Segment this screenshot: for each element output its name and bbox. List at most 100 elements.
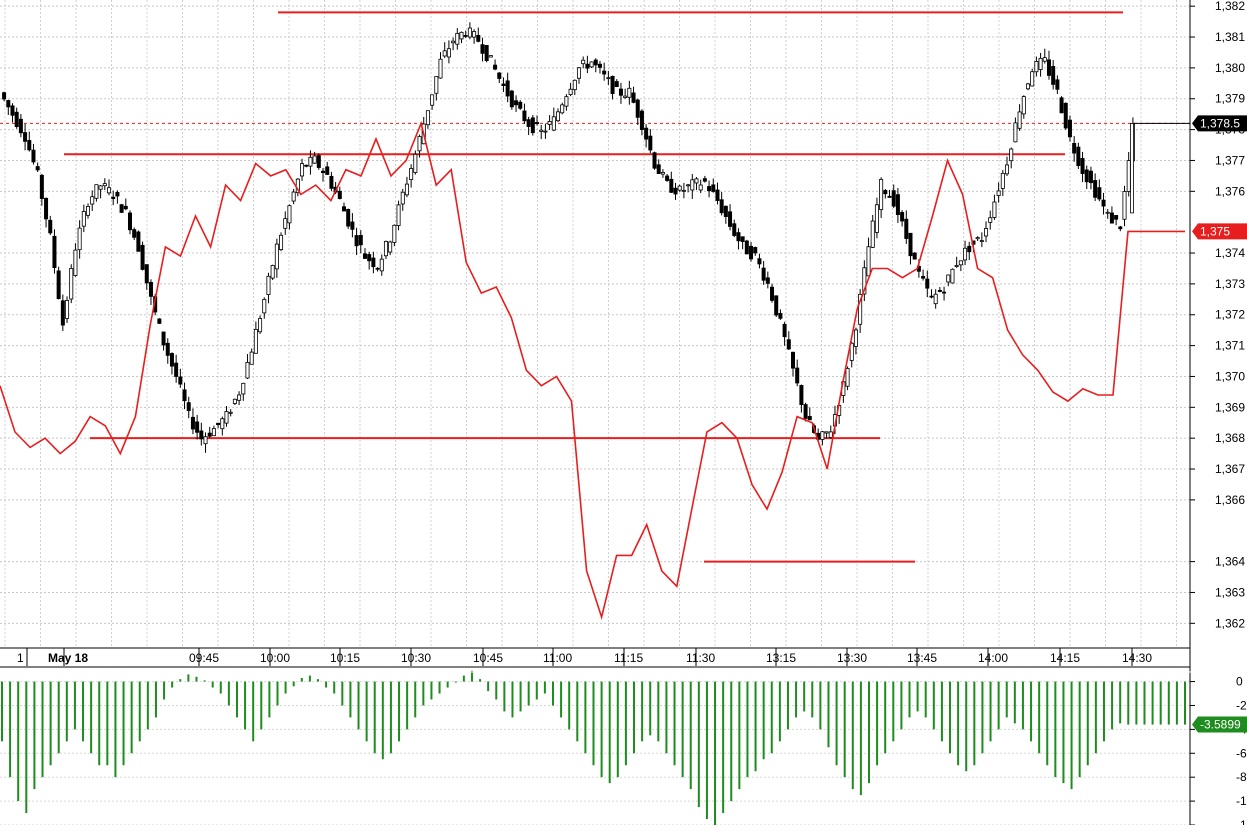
oscillator-bar [57,681,60,754]
candle-body [1063,102,1068,129]
candle-body [446,48,451,58]
candle-body [895,194,900,215]
price-tick-label: 1,380 [1215,61,1245,75]
candle-body [1005,164,1010,175]
price-tick-label: 1,364 [1215,555,1245,569]
candle-body [1038,57,1043,70]
candle-body [665,175,670,181]
candle-body [98,185,103,190]
price-tick-label: 1,372 [1215,308,1245,322]
last-value-tag-label: 1,378.5 [1200,116,1240,130]
candle-body [967,245,972,253]
price-tick-label: 1,370 [1215,369,1245,383]
candle-body [115,192,120,197]
candle-body [644,127,649,140]
candle-body [648,135,653,151]
secondary-series-line [0,120,1185,621]
candle-body [455,32,460,45]
candle-body [2,92,7,100]
candle-body [1009,148,1014,162]
candle-body [396,204,401,226]
candle-body [77,227,82,251]
oscillator-bar [17,681,20,802]
candle-body [73,249,78,276]
price-tick-label: 1,377 [1215,153,1245,167]
candle-body [639,110,644,130]
candle-body [597,63,602,68]
last-value-tag: 1,378.5 [1192,115,1247,132]
candle-body [946,274,951,283]
oscillator-bar [430,681,433,700]
candle-body [539,129,544,132]
candle-body [652,152,657,169]
candle-body [107,187,112,194]
oscillator-bar [138,681,141,742]
oscillator-bar [803,681,806,712]
oscillator-bar [649,681,652,736]
last-value-tag-bg [1192,223,1247,240]
oscillator-bar [317,679,320,682]
candle-body [14,111,19,127]
price-grid [0,0,1190,648]
oscillator-bar [608,681,611,784]
candle-body [853,329,858,347]
oscillator-bar [114,681,117,778]
candle-body [849,342,854,361]
candle-body [228,411,233,414]
oscillator-bar [1013,681,1016,724]
candle-body [556,111,561,122]
candle-body [1118,226,1123,230]
time-tick-label: 09:45 [189,651,219,665]
candle-body [656,164,661,174]
candle-body [283,218,288,229]
candle-body [933,293,938,305]
candle-body [782,323,787,338]
candle-body [744,240,749,255]
candle-body [132,229,137,238]
candle-body [606,77,611,80]
candle-body [950,268,955,284]
time-tick-label: 10:45 [473,651,503,665]
candle-body [1122,191,1127,220]
oscillator-bar [1086,681,1089,766]
candle-body [929,295,934,298]
price-tick-label: 1,374 [1215,246,1245,260]
candle-body [547,121,552,125]
candle-body [169,353,174,367]
candle-body [845,368,850,387]
candle-body [1055,79,1060,90]
candle-body [388,241,393,253]
oscillator-bar [584,681,587,754]
oscillator-bar [843,681,846,778]
price-tick-label: 1,363 [1215,585,1245,599]
oscillator-bar [1151,681,1154,725]
candle-body [954,265,959,267]
oscillator-bar [795,681,798,718]
candle-body [560,104,565,114]
candle-body [434,76,439,94]
oscillator-bar [762,681,765,760]
candle-body [740,236,745,242]
candle-body [791,351,796,369]
candle-body [90,196,95,205]
candle-body [493,64,498,70]
oscillator-bar [511,681,514,718]
oscillator-bar [341,681,344,706]
oscillator-bar [203,680,206,682]
oscillator-bar [90,681,93,754]
time-tick-label: 13:15 [766,651,796,665]
candle-body [321,170,326,173]
oscillator-bar [195,676,198,682]
candle-body [325,166,330,175]
candle-body [383,240,388,257]
candle-body [1072,142,1077,154]
candle-body [572,79,577,91]
oscillator-bar [1184,681,1186,725]
oscillator-bar [543,681,546,694]
candle-body [770,286,775,301]
oscillator-bar [300,677,303,682]
last-value-tag: 1,375 [1192,223,1247,240]
candle-body [979,240,984,242]
